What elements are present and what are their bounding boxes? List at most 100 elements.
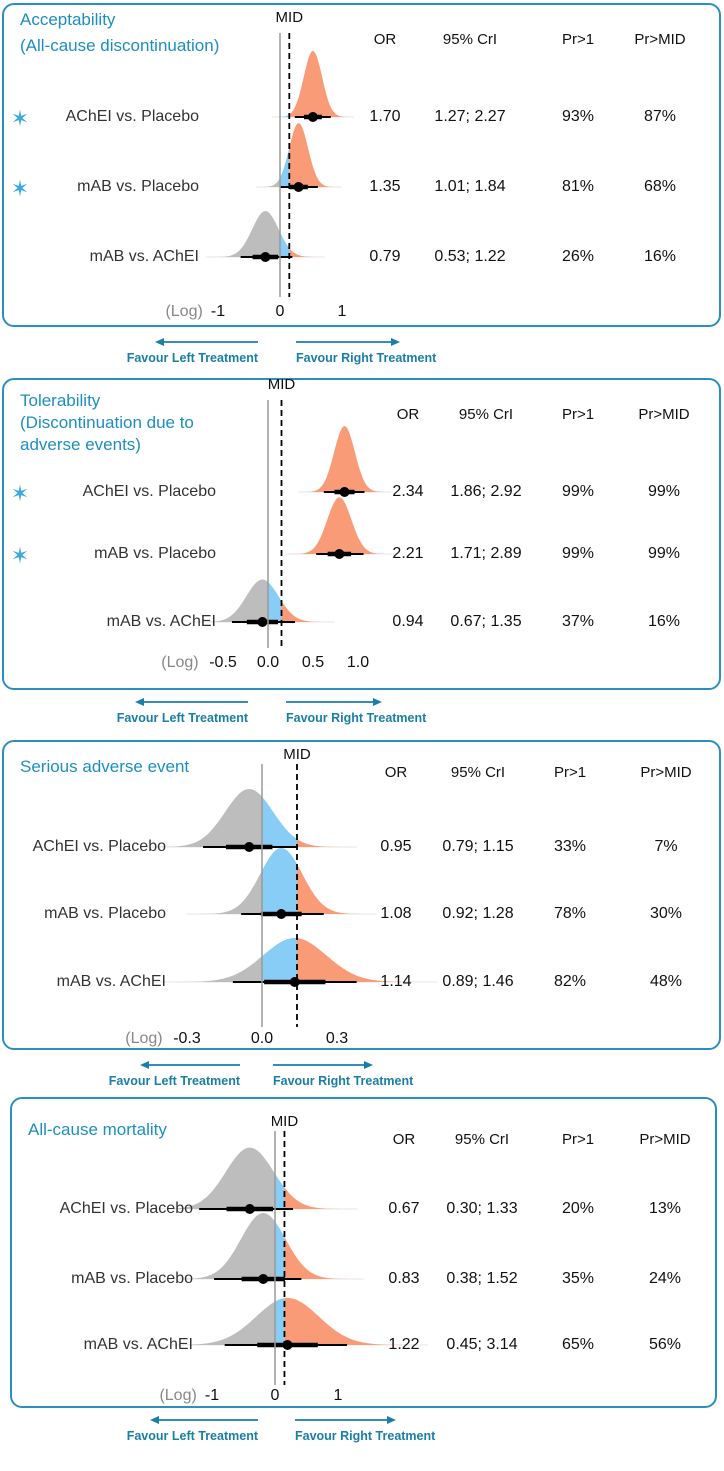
value-prmid: 16% bbox=[643, 248, 677, 265]
median-point bbox=[293, 182, 304, 192]
favour-left-label: Favour Left Treatment bbox=[126, 1429, 258, 1443]
value-cri: 0.38; 1.52 bbox=[446, 1270, 518, 1287]
median-point bbox=[260, 252, 271, 262]
density-zero-to-mid bbox=[262, 938, 297, 982]
mid-label: MID bbox=[270, 1113, 299, 1130]
column-header-or: OR bbox=[384, 764, 408, 781]
comparison-label: AChEI vs. Placebo bbox=[59, 1200, 193, 1217]
panel-title: Serious adverse event bbox=[20, 757, 190, 776]
comparison-label: mAB vs. AChEI bbox=[83, 1336, 193, 1353]
column-header-prmid: Pr>MID bbox=[634, 31, 686, 48]
column-header-cri: 95% CrI bbox=[442, 31, 498, 48]
value-prmid: 68% bbox=[643, 178, 677, 195]
value-or: 1.70 bbox=[369, 108, 401, 125]
value-cri: 0.89; 1.46 bbox=[442, 973, 514, 990]
favour-left-label: Favour Left Treatment bbox=[116, 711, 248, 725]
panel-title: All-cause mortality bbox=[28, 1120, 167, 1139]
density-zero-to-mid bbox=[275, 1298, 285, 1345]
star-icon: ✶ bbox=[10, 106, 30, 131]
arrowhead-left-icon bbox=[135, 698, 144, 706]
value-pr1: 78% bbox=[553, 905, 587, 922]
comparison-label: mAB vs. Placebo bbox=[44, 905, 166, 922]
median-point bbox=[258, 1274, 269, 1284]
value-cri: 0.30; 1.33 bbox=[446, 1200, 518, 1217]
median-point bbox=[339, 487, 350, 497]
comparison-label: mAB vs. AChEI bbox=[106, 613, 216, 630]
density-plot bbox=[206, 33, 355, 297]
panel-title: Tolerability bbox=[20, 391, 101, 410]
value-or: 2.34 bbox=[392, 483, 424, 500]
log-scale-label: (Log) bbox=[125, 1030, 163, 1047]
value-prmid: 99% bbox=[647, 545, 681, 562]
star-icon: ✶ bbox=[10, 481, 30, 506]
value-or: 0.79 bbox=[369, 248, 401, 265]
density-zero-to-mid bbox=[280, 114, 290, 117]
value-pr1: 81% bbox=[561, 178, 595, 195]
density-above-mid bbox=[297, 864, 366, 914]
arrowhead-left-icon bbox=[140, 1061, 149, 1069]
value-or: 0.67 bbox=[388, 1200, 420, 1217]
density-below-zero bbox=[198, 579, 268, 622]
column-header-or: OR bbox=[373, 31, 397, 48]
density-below-zero bbox=[260, 177, 280, 187]
x-tick-label: 0.5 bbox=[301, 654, 325, 671]
column-header-prmid: Pr>MID bbox=[639, 1131, 691, 1148]
column-header-pr1: Pr>1 bbox=[561, 1131, 595, 1148]
value-pr1: 33% bbox=[553, 838, 587, 855]
value-or: 0.83 bbox=[388, 1270, 420, 1287]
comparison-label: mAB vs. AChEI bbox=[56, 973, 166, 990]
value-cri: 1.27; 2.27 bbox=[434, 108, 506, 125]
x-tick-label: 0 bbox=[270, 1387, 280, 1404]
value-pr1: 93% bbox=[561, 108, 595, 125]
value-prmid: 16% bbox=[647, 613, 681, 630]
value-cri: 1.86; 2.92 bbox=[450, 483, 522, 500]
density-below-zero bbox=[153, 789, 262, 847]
column-header-or: OR bbox=[396, 406, 420, 423]
x-tick-label: -1 bbox=[210, 303, 226, 320]
density-zero-to-mid bbox=[262, 848, 297, 914]
density-zero-to-mid bbox=[262, 796, 297, 847]
value-prmid: 99% bbox=[647, 483, 681, 500]
density-above-mid bbox=[303, 426, 386, 492]
x-tick-label: 0.0 bbox=[256, 654, 280, 671]
density-zero-to-mid bbox=[268, 582, 282, 622]
comparison-label: mAB vs. Placebo bbox=[71, 1270, 193, 1287]
density-below-zero bbox=[154, 1147, 275, 1209]
x-tick-label: 1 bbox=[333, 1387, 343, 1404]
favour-right-label: Favour Right Treatment bbox=[296, 351, 437, 365]
star-icon: ✶ bbox=[10, 543, 30, 568]
median-point bbox=[334, 549, 345, 559]
panel-0: Acceptability (All-cause discontinuation)… bbox=[2, 3, 721, 327]
median-point bbox=[307, 112, 318, 122]
value-prmid: 24% bbox=[648, 1270, 682, 1287]
mid-label: MID bbox=[283, 746, 311, 763]
value-or: 1.14 bbox=[380, 973, 412, 990]
density-above-mid bbox=[289, 123, 337, 187]
favour-left-label: Favour Left Treatment bbox=[126, 351, 258, 365]
density-above-mid bbox=[289, 51, 350, 117]
density-above-mid bbox=[284, 1237, 353, 1279]
favour-right-label: Favour Right Treatment bbox=[295, 1429, 436, 1443]
x-tick-label: 0 bbox=[275, 303, 285, 320]
star-icon: ✶ bbox=[10, 176, 30, 201]
favour-right-label: Favour Right Treatment bbox=[286, 711, 427, 725]
density-zero-to-mid bbox=[280, 147, 290, 187]
density-plot bbox=[142, 1131, 429, 1385]
column-header-pr1: Pr>1 bbox=[553, 764, 587, 781]
panel-title: adverse events) bbox=[20, 435, 141, 454]
value-or: 1.35 bbox=[369, 178, 401, 195]
density-below-zero bbox=[174, 1213, 275, 1279]
column-header-or: OR bbox=[392, 1131, 416, 1148]
log-scale-label: (Log) bbox=[159, 1387, 197, 1404]
value-cri: 0.67; 1.35 bbox=[450, 613, 522, 630]
panel-1: Tolerability (Discontinuation due to adver… bbox=[2, 376, 721, 690]
value-prmid: 13% bbox=[648, 1200, 682, 1217]
comparison-label: AChEI vs. Placebo bbox=[32, 838, 166, 855]
value-pr1: 37% bbox=[561, 613, 595, 630]
value-pr1: 82% bbox=[553, 973, 587, 990]
panel-title: Acceptability bbox=[20, 10, 116, 29]
arrowhead-left-icon bbox=[150, 1416, 159, 1424]
x-tick-label: -1 bbox=[204, 1387, 220, 1404]
mid-label: MID bbox=[267, 376, 296, 393]
